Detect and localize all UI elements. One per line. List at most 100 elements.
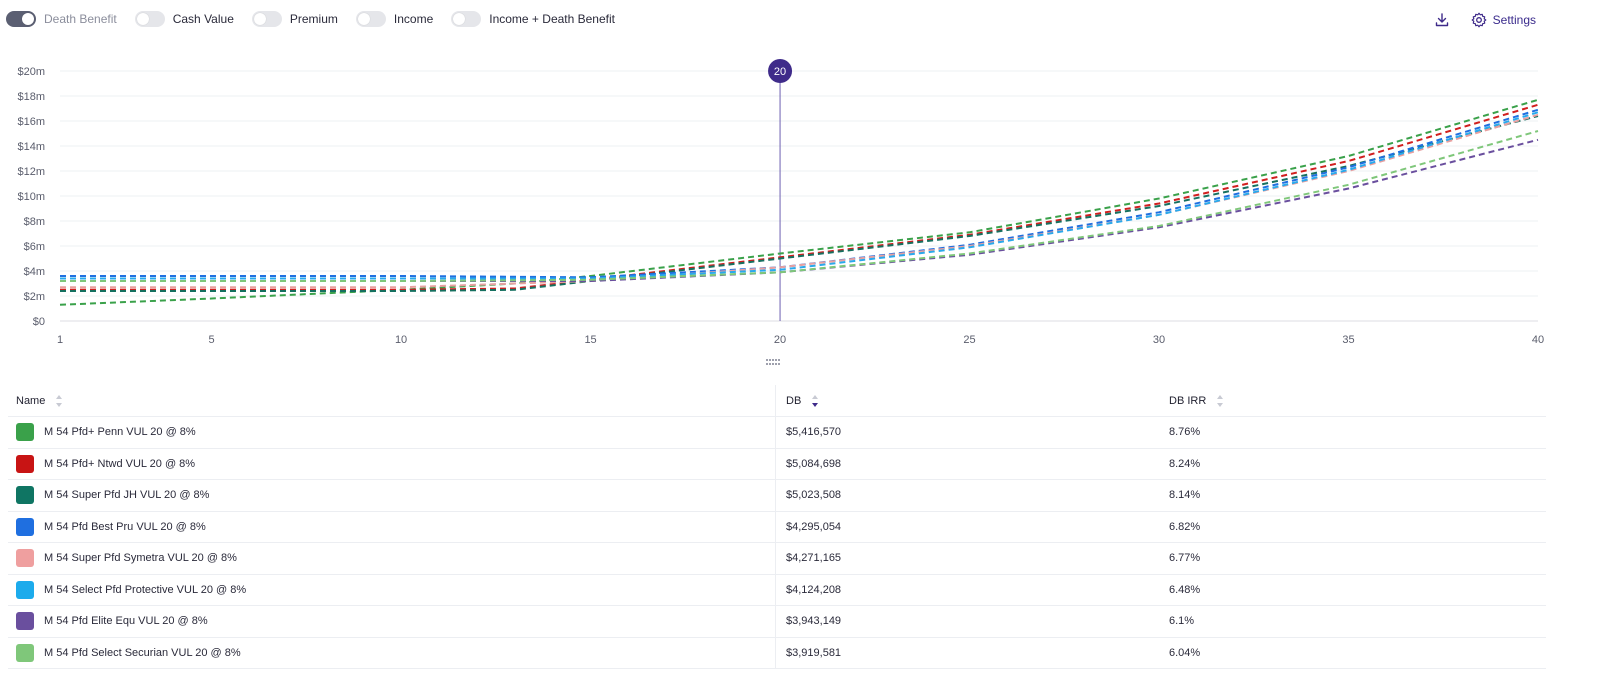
- toggle-label: Death Benefit: [44, 12, 117, 26]
- settings-button[interactable]: Settings: [1471, 12, 1536, 28]
- toggle-income[interactable]: Income: [355, 11, 434, 27]
- table-row[interactable]: M 54 Super Pfd JH VUL 20 @ 8% $5,023,508 8…: [8, 480, 1546, 512]
- sort-icon[interactable]: [1216, 394, 1224, 408]
- color-swatch: [16, 517, 34, 536]
- cell-irr: 8.24%: [1159, 449, 1546, 480]
- policy-name: M 54 Pfd+ Ntwd VUL 20 @ 8%: [44, 457, 196, 470]
- series-line: [60, 130, 1539, 282]
- view-toggles: Death Benefit Cash Value Premium Income …: [6, 8, 633, 30]
- db-value: $4,271,165: [786, 552, 842, 565]
- irr-value: 6.77%: [1169, 552, 1201, 565]
- color-swatch: [16, 423, 34, 442]
- toggle-label: Premium: [289, 12, 338, 26]
- x-tick-label: 15: [584, 334, 596, 346]
- header-name[interactable]: Name: [8, 385, 776, 416]
- table-header: Name DB DB IRR: [8, 385, 1546, 417]
- cell-irr: 6.1%: [1159, 606, 1546, 637]
- policy-name: M 54 Pfd+ Penn VUL 20 @ 8%: [44, 426, 196, 439]
- cell-irr: 6.48%: [1159, 575, 1546, 606]
- policy-name: M 54 Super Pfd JH VUL 20 @ 8%: [44, 489, 210, 502]
- table-row[interactable]: M 54 Select Pfd Protective VUL 20 @ 8% $4…: [8, 574, 1546, 606]
- premium-switch[interactable]: [251, 11, 282, 27]
- irr-value: 6.1%: [1169, 615, 1195, 628]
- toggle-label: Income: [393, 12, 434, 26]
- color-swatch: [16, 549, 34, 568]
- color-swatch: [16, 580, 34, 599]
- x-tick-label: 1: [57, 334, 63, 346]
- table-row[interactable]: M 54 Pfd Elite Equ VUL 20 @ 8% $3,943,149…: [8, 606, 1546, 638]
- db-value: $3,943,149: [786, 615, 842, 628]
- toggle-income-death-benefit[interactable]: Income + Death Benefit: [451, 11, 615, 27]
- header-label: DB IRR: [1169, 394, 1207, 407]
- series-line: [60, 115, 1539, 292]
- download-icon: [1435, 13, 1448, 27]
- x-tick-label: 30: [1153, 334, 1165, 346]
- y-tick-label: $12m: [17, 166, 45, 178]
- y-tick-label: $4m: [24, 266, 45, 278]
- color-swatch: [16, 486, 34, 505]
- toggle-death-benefit[interactable]: Death Benefit: [6, 11, 117, 27]
- irr-value: 8.14%: [1169, 489, 1201, 502]
- irr-value: 8.24%: [1169, 457, 1201, 470]
- header-db-irr[interactable]: DB IRR: [1159, 385, 1546, 416]
- db-value: $5,416,570: [786, 426, 842, 439]
- download-button[interactable]: [1435, 13, 1449, 27]
- cell-name: M 54 Pfd Select Securian VUL 20 @ 8%: [8, 637, 776, 668]
- cell-name: M 54 Pfd+ Ntwd VUL 20 @ 8%: [8, 448, 776, 479]
- irr-value: 6.82%: [1169, 520, 1201, 533]
- results-table: Name DB DB IRR M 54 Pfd+ Penn VUL 20 @ 8…: [8, 385, 1546, 669]
- cell-irr: 6.04%: [1159, 638, 1546, 669]
- policy-name: M 54 Pfd Elite Equ VUL 20 @ 8%: [44, 615, 208, 628]
- header-label: DB: [786, 394, 802, 407]
- resize-handle[interactable]: [766, 359, 780, 365]
- cell-db: $4,124,208: [776, 575, 1159, 606]
- x-tick-label: 10: [395, 334, 407, 346]
- table-row[interactable]: M 54 Pfd+ Penn VUL 20 @ 8% $5,416,570 8.76…: [8, 417, 1546, 449]
- cell-db: $5,084,698: [776, 449, 1159, 480]
- db-value: $4,295,054: [786, 520, 842, 533]
- table-row[interactable]: M 54 Pfd Select Securian VUL 20 @ 8% $3,9…: [8, 637, 1546, 669]
- db-value: $5,084,698: [786, 457, 842, 470]
- series-line: [60, 103, 1539, 291]
- cell-db: $3,943,149: [776, 606, 1159, 637]
- cell-db: $5,416,570: [776, 417, 1159, 448]
- irr-value: 6.48%: [1169, 583, 1201, 596]
- sort-icon[interactable]: [55, 394, 63, 408]
- policy-name: M 54 Select Pfd Protective VUL 20 @ 8%: [44, 583, 247, 596]
- gear-icon: [1471, 12, 1487, 28]
- toggle-label: Income + Death Benefit: [489, 12, 615, 26]
- db-value: $4,124,208: [786, 583, 842, 596]
- color-swatch: [16, 612, 34, 631]
- income-death-benefit-switch[interactable]: [451, 11, 482, 27]
- marker-badge: [768, 59, 793, 83]
- marker-label: 20: [774, 66, 786, 78]
- cell-name: M 54 Super Pfd JH VUL 20 @ 8%: [8, 480, 776, 511]
- cell-irr: 6.82%: [1159, 512, 1546, 543]
- y-tick-label: $0: [33, 316, 45, 328]
- table-row[interactable]: M 54 Super Pfd Symetra VUL 20 @ 8% $4,271…: [8, 543, 1546, 575]
- series-line: [59, 98, 1539, 306]
- toggle-premium[interactable]: Premium: [251, 11, 338, 27]
- y-tick-label: $14m: [17, 141, 45, 153]
- toggle-cash-value[interactable]: Cash Value: [134, 11, 234, 27]
- cell-db: $5,023,508: [776, 480, 1159, 511]
- cell-irr: 8.14%: [1159, 480, 1546, 511]
- x-tick-label: 20: [774, 334, 786, 346]
- table-row[interactable]: M 54 Pfd Best Pru VUL 20 @ 8% $4,295,054 6…: [8, 511, 1546, 543]
- policy-name: M 54 Pfd Best Pru VUL 20 @ 8%: [44, 520, 206, 533]
- y-tick-label: $20m: [17, 66, 45, 78]
- cell-db: $4,271,165: [776, 543, 1159, 574]
- cell-name: M 54 Pfd+ Penn VUL 20 @ 8%: [8, 417, 776, 448]
- table-row[interactable]: M 54 Pfd+ Ntwd VUL 20 @ 8% $5,084,698 8.24…: [8, 448, 1546, 480]
- y-tick-label: $6m: [24, 241, 45, 253]
- sort-desc-icon[interactable]: [811, 394, 819, 408]
- cash-value-switch[interactable]: [134, 11, 165, 27]
- income-switch[interactable]: [355, 11, 386, 27]
- header-db[interactable]: DB: [776, 385, 1159, 416]
- y-tick-label: $8m: [24, 216, 45, 228]
- x-tick-label: 35: [1342, 334, 1354, 346]
- death-benefit-switch[interactable]: [6, 11, 36, 27]
- cell-name: M 54 Pfd Elite Equ VUL 20 @ 8%: [8, 606, 776, 637]
- cell-name: M 54 Super Pfd Symetra VUL 20 @ 8%: [8, 543, 776, 574]
